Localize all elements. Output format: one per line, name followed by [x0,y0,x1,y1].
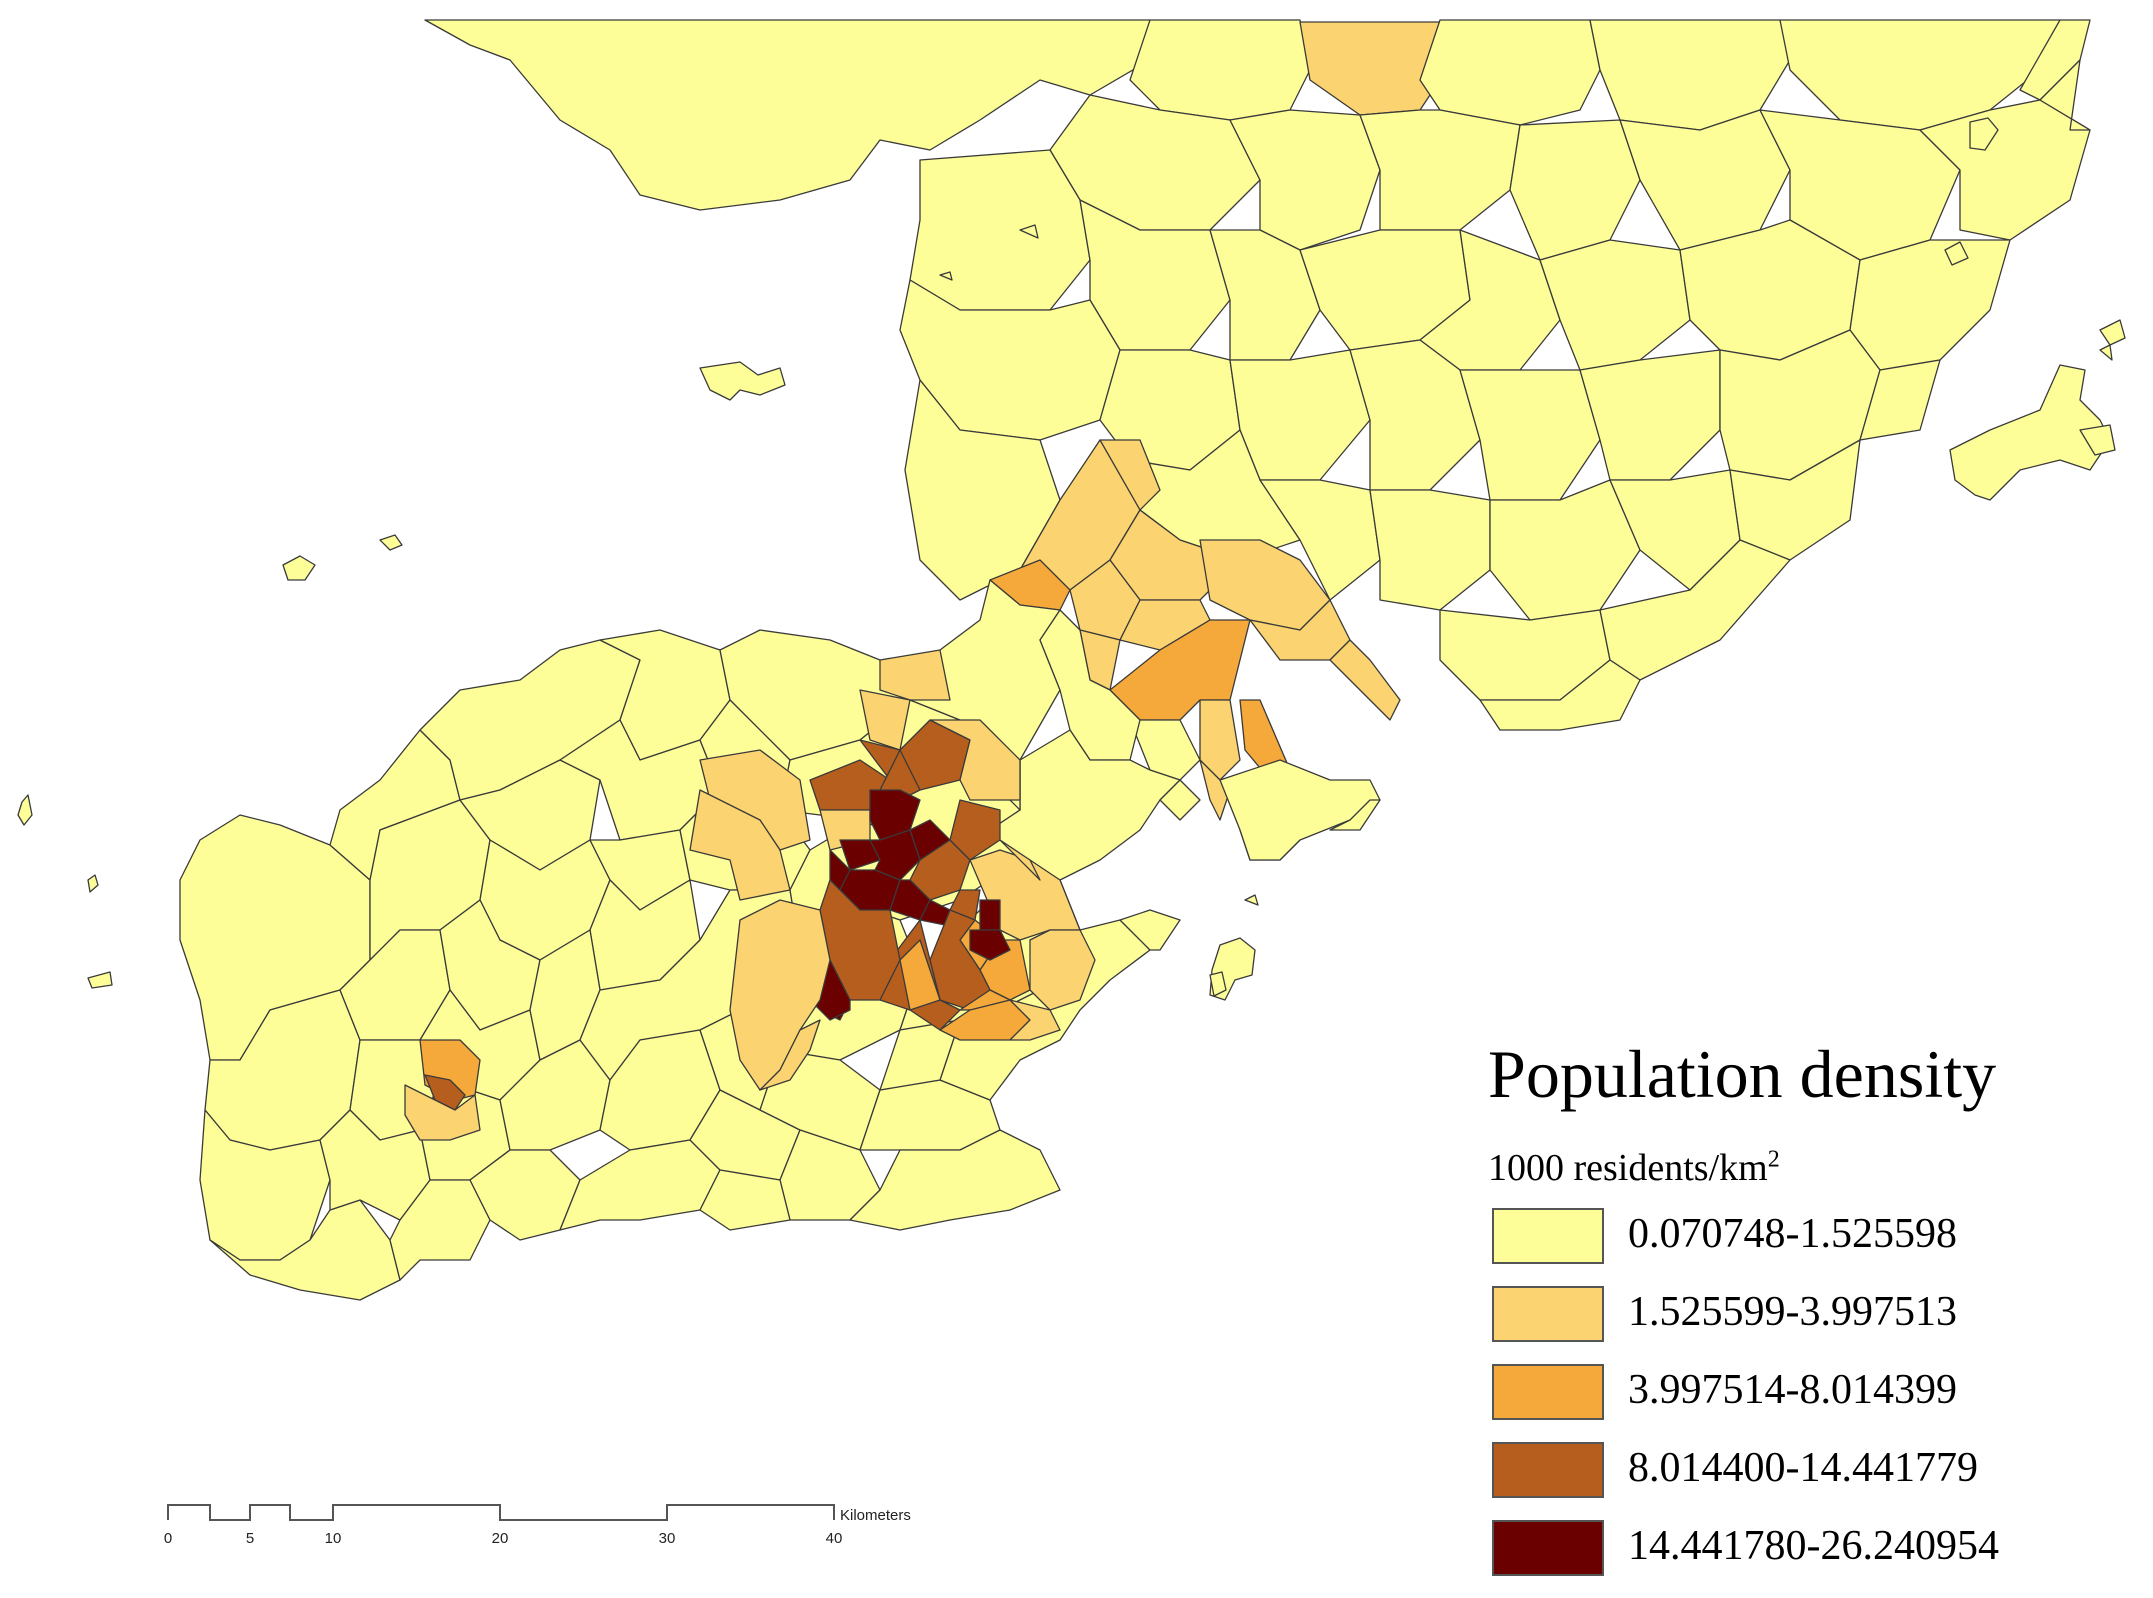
legend-swatch-3 [1492,1364,1604,1420]
legend-title: Population density [1488,1036,1997,1112]
legend-swatch-2 [1492,1286,1604,1342]
map-legend: Population density 1000 residents/km2 0.… [1488,1036,2108,1576]
scale-tick-20: 20 [492,1530,509,1547]
scale-tick-10: 10 [325,1530,342,1547]
scale-unit-label: Kilometers [840,1507,911,1524]
legend-unit: 1000 residents/km2 [1488,1146,2108,1190]
legend-class-5: 14.441780-26.240954 [1488,1520,2128,1580]
city-core [689,649,1096,1091]
legend-class-1: 0.070748-1.525598 [1488,1208,2128,1268]
legend-label-5: 14.441780-26.240954 [1628,1523,1999,1569]
legend-unit-text: 1000 residents/km [1488,1147,1768,1189]
southern-peninsula [1129,719,1381,861]
legend-swatch-5 [1492,1520,1604,1576]
scale-tick-0: 0 [164,1530,172,1547]
legend-class-4: 8.014400-14.441779 [1488,1442,2128,1502]
scale-tick-30: 30 [659,1530,676,1547]
scale-tick-40: 40 [826,1530,843,1547]
southwest-town [404,1039,481,1141]
scale-bar: 0 5 10 20 30 40 Kilometers [164,1504,911,1547]
legend-class-3: 3.997514-8.014399 [1488,1364,2128,1424]
northern-landmass [424,19,2091,211]
legend-label-2: 1.525599-3.997513 [1628,1289,1957,1335]
legend-unit-superscript: 2 [1767,1146,1780,1173]
legend-label-1: 0.070748-1.525598 [1628,1211,1957,1257]
legend-swatch-1 [1492,1208,1604,1264]
central-region [899,59,2091,731]
scale-tick-5: 5 [246,1530,254,1547]
islands [17,117,2126,1001]
legend-label-4: 8.014400-14.441779 [1628,1445,1978,1491]
scale-bar-ticks [167,1504,835,1521]
legend-swatch-4 [1492,1442,1604,1498]
legend-class-2: 1.525599-3.997513 [1488,1286,2128,1346]
legend-label-3: 3.997514-8.014399 [1628,1367,1957,1413]
